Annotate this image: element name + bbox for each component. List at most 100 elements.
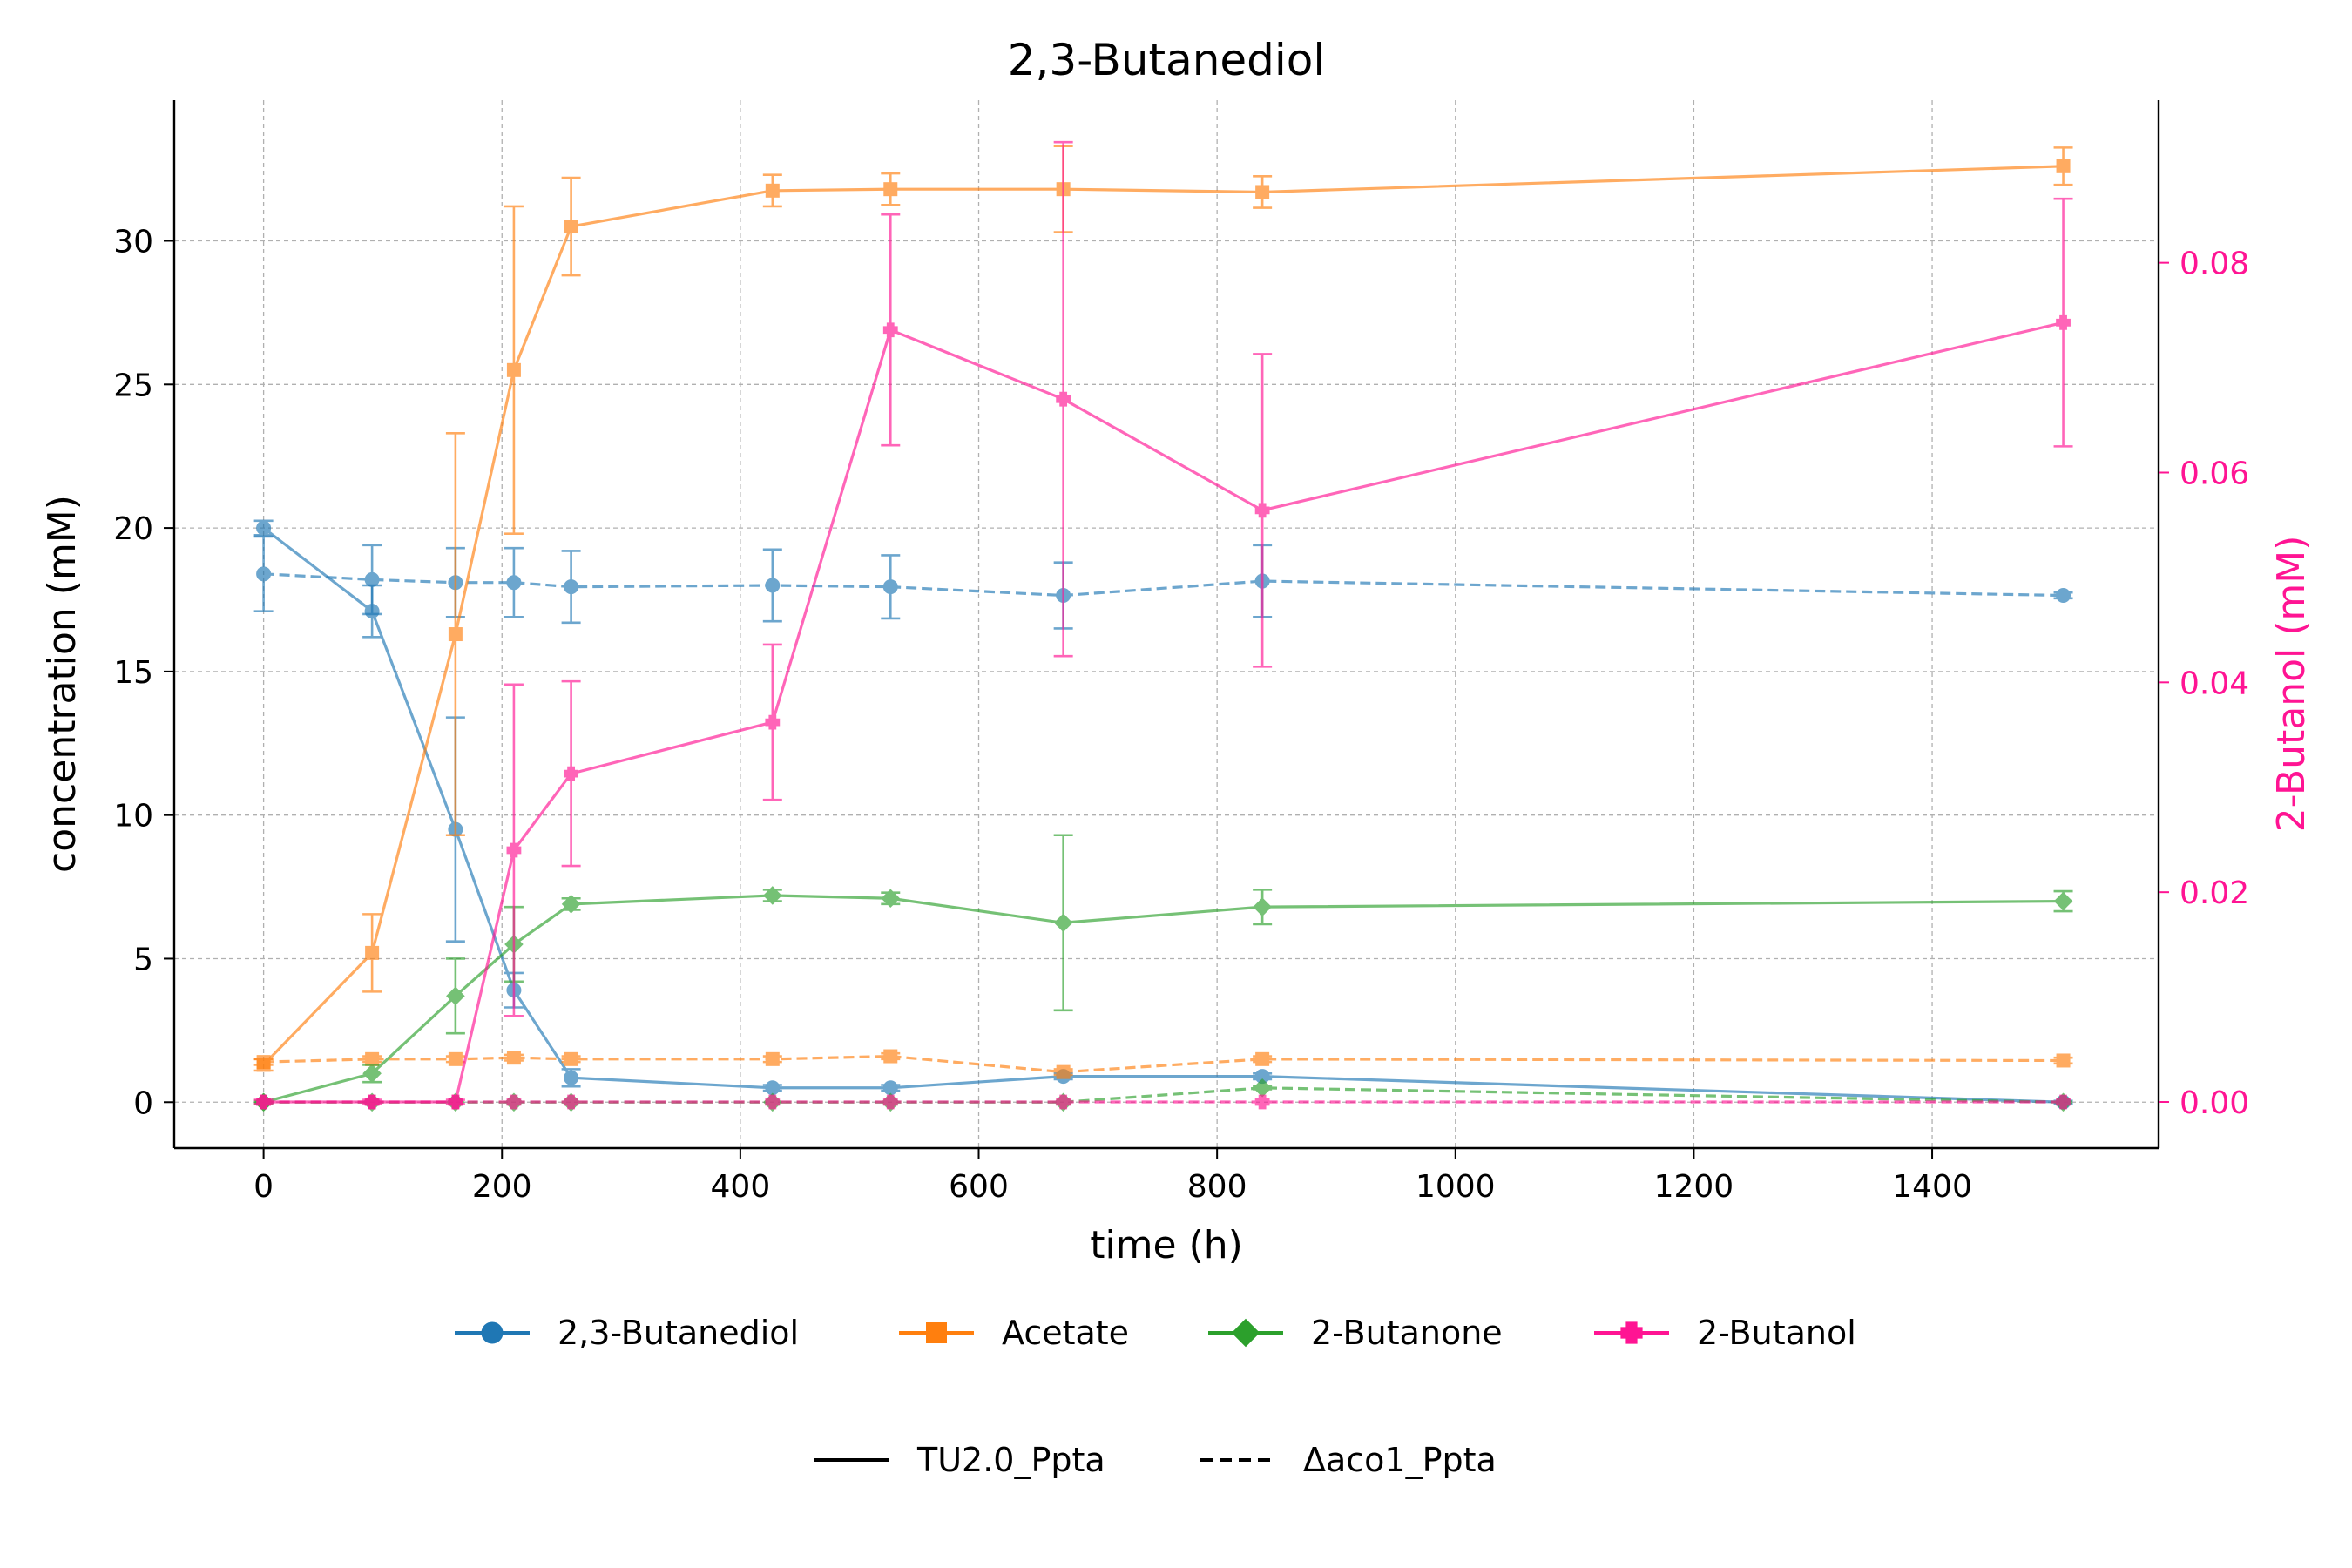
data-point	[765, 1080, 781, 1096]
data-point	[561, 895, 581, 914]
data-point	[2053, 891, 2073, 911]
data-point	[765, 714, 781, 730]
data-point	[763, 886, 782, 905]
legend-label: TU2.0_Ppta	[916, 1441, 1105, 1479]
data-point	[446, 986, 465, 1006]
legend-item: TU2.0_Ppta	[814, 1441, 1105, 1479]
data-point	[256, 1055, 271, 1070]
data-point	[365, 1051, 380, 1066]
data-point	[765, 183, 780, 198]
data-point	[1253, 1078, 1272, 1098]
data-point	[2056, 1053, 2071, 1068]
x-tick-label: 1200	[1654, 1169, 1734, 1205]
data-point	[1056, 391, 1071, 407]
x-tick-label: 1000	[1416, 1169, 1496, 1205]
x-tick-label: 400	[711, 1169, 771, 1205]
plot-area	[253, 140, 2073, 1112]
series-line	[263, 894, 2064, 1104]
legend-label: 2,3-Butanediol	[558, 1314, 799, 1352]
legend-label: 2-Butanone	[1311, 1314, 1503, 1352]
x-tick-label: 800	[1187, 1169, 1247, 1205]
y-tick-label: 30	[113, 224, 153, 260]
data-point	[1056, 1064, 1071, 1079]
data-point	[365, 945, 380, 960]
y-tick-label: 0	[133, 1085, 153, 1121]
y-tick-label: 25	[113, 368, 153, 403]
data-point	[1254, 1094, 1270, 1110]
data-point	[448, 627, 463, 642]
x-tick-label: 1400	[1892, 1169, 1972, 1205]
data-point	[506, 575, 522, 591]
data-point	[882, 1094, 898, 1110]
data-point	[256, 520, 272, 536]
data-point	[881, 889, 901, 909]
data-point	[506, 1094, 522, 1110]
data-point	[506, 842, 522, 858]
x-axis-label: time (h)	[1090, 1223, 1243, 1267]
data-point	[564, 579, 579, 595]
data-point	[765, 1051, 780, 1066]
data-point	[2056, 588, 2072, 604]
y-tick-label: 15	[113, 655, 153, 691]
x-tick-label: 600	[949, 1169, 1009, 1205]
series-acetate-dashed	[253, 1049, 2073, 1079]
data-point	[883, 1049, 898, 1064]
y2-tick-label: 0.00	[2180, 1085, 2249, 1121]
y2-tick-label: 0.04	[2180, 666, 2249, 701]
series-line	[263, 572, 2064, 598]
data-point	[2056, 159, 2071, 173]
data-point	[448, 1051, 463, 1066]
ticks: 0 200 400 600 800 1000 1200 1400 0 5 10 15 20 25 30 0.0…	[113, 224, 2249, 1205]
data-point	[2056, 1094, 2071, 1110]
legend-marker	[1231, 1318, 1260, 1348]
axes	[172, 100, 2160, 1150]
y2-tick-label: 0.06	[2180, 456, 2249, 491]
legend-item: 2,3-Butanediol	[455, 1314, 799, 1352]
data-point	[1255, 1051, 1270, 1066]
legend-label: Acetate	[1002, 1314, 1129, 1352]
y2-axis-label: 2-Butanol (mM)	[2269, 536, 2314, 833]
data-point	[364, 571, 380, 587]
data-point	[564, 766, 578, 781]
data-point	[362, 1064, 382, 1084]
y-tick-label: 20	[113, 511, 153, 547]
x-tick-label: 0	[253, 1169, 274, 1205]
data-point	[1255, 185, 1270, 199]
series-line	[263, 1054, 2064, 1074]
y-tick-label: 10	[113, 799, 153, 835]
data-point	[364, 1094, 380, 1110]
data-point	[506, 1051, 521, 1065]
data-point	[883, 182, 898, 197]
data-point	[564, 1070, 579, 1085]
data-point	[1053, 913, 1073, 933]
legend-marker	[481, 1321, 504, 1344]
y-tick-label: 5	[133, 942, 153, 977]
data-point	[882, 322, 898, 338]
legend-item: 2-Butanone	[1208, 1314, 1503, 1352]
data-point	[506, 362, 521, 377]
series-acetate-solid	[253, 145, 2073, 1072]
series-line	[262, 526, 2064, 1104]
legend-item: Acetate	[899, 1314, 1129, 1352]
legend-item: Δaco1_Ppta	[1200, 1441, 1497, 1479]
data-point	[2056, 314, 2071, 330]
legend-marker	[926, 1322, 947, 1343]
series-line	[262, 165, 2064, 1066]
data-point	[564, 220, 578, 234]
legend-marker	[1620, 1321, 1643, 1344]
data-point	[256, 1094, 272, 1110]
x-tick-label: 200	[472, 1169, 532, 1205]
data-point	[882, 1080, 898, 1096]
legend-item: 2-Butanol	[1594, 1314, 1856, 1352]
data-point	[564, 1094, 578, 1110]
y2-tick-label: 0.08	[2180, 247, 2249, 282]
data-point	[448, 1094, 463, 1110]
series-2-butanol-dashed	[256, 1094, 2071, 1110]
data-point	[1253, 897, 1272, 916]
data-point	[765, 578, 781, 593]
data-point	[882, 579, 898, 595]
legend-label: Δaco1_Ppta	[1303, 1441, 1497, 1479]
data-point	[765, 1094, 781, 1110]
